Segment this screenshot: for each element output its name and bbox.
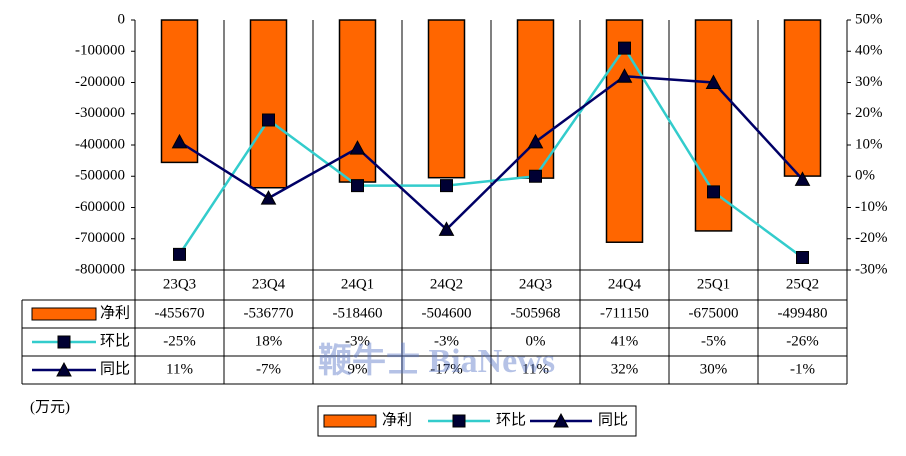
bar <box>783 19 822 177</box>
y-tick-label: -500000 <box>75 168 125 184</box>
unit-label: (万元) <box>30 399 70 415</box>
y2-tick-label: 40% <box>855 43 883 59</box>
table-cell: -504600 <box>422 305 472 321</box>
y-tick-label: -400000 <box>75 136 125 152</box>
table-cell: -5% <box>701 333 726 349</box>
y2-tick-label: 10% <box>855 136 883 152</box>
x-tick-label: 25Q1 <box>697 276 730 292</box>
legend-label: 同比 <box>598 411 628 428</box>
y-tick-label: -300000 <box>75 105 125 121</box>
y2-tick-label: -30% <box>855 261 888 277</box>
table-cell: -25% <box>163 333 196 349</box>
marker <box>796 251 809 264</box>
line <box>178 45 804 259</box>
marker <box>173 247 186 261</box>
marker <box>351 179 364 193</box>
line <box>178 74 804 232</box>
x-tick-label: 24Q2 <box>430 276 463 292</box>
table-cell: -26% <box>786 333 819 349</box>
watermark: 鞭牛士 BiaNews <box>318 342 555 380</box>
x-tick-label: 23Q3 <box>163 276 196 292</box>
table-cell: -455670 <box>155 305 205 321</box>
y-tick-label: -700000 <box>75 230 125 246</box>
table-cell: 32% <box>611 361 639 377</box>
table-key-marker <box>57 335 71 349</box>
table-cell: -499480 <box>778 305 828 321</box>
y-tick-label: -100000 <box>75 43 125 59</box>
marker <box>794 171 811 186</box>
y2-tick-label: -10% <box>855 199 888 215</box>
table-cell: 18% <box>255 333 283 349</box>
y2-tick-label: 20% <box>855 105 883 121</box>
bar <box>427 19 466 179</box>
table-cell: -3% <box>345 333 370 349</box>
marker <box>438 221 455 236</box>
legend-key-marker <box>553 412 569 428</box>
marker <box>618 41 631 55</box>
table-cell: -3% <box>434 333 459 349</box>
marker <box>705 74 722 89</box>
table-key <box>31 307 97 321</box>
y2-tick-label: 50% <box>855 11 883 27</box>
table-row-label: 同比 <box>100 360 130 377</box>
y-tick-label: -600000 <box>75 199 125 215</box>
y-tick-label: -200000 <box>75 74 125 90</box>
marker <box>527 133 544 149</box>
bar <box>249 19 288 189</box>
table-cell: -536770 <box>244 305 294 321</box>
x-tick-label: 24Q4 <box>608 276 642 292</box>
table-cell: 9% <box>348 361 368 377</box>
y2-tick-label: 30% <box>855 74 883 90</box>
table-cell: -7% <box>256 361 281 377</box>
marker <box>707 185 720 199</box>
y2-tick-label: -20% <box>855 230 888 246</box>
table-row-label: 环比 <box>100 332 130 349</box>
bar <box>605 19 644 243</box>
marker <box>171 133 188 149</box>
table-cell: -518460 <box>333 305 383 321</box>
y2-tick-label: 0% <box>855 168 875 184</box>
table-row-label: 净利 <box>100 304 130 321</box>
table-cell: 11% <box>522 361 549 377</box>
table-cell: -505968 <box>511 305 561 321</box>
table-cell: -1% <box>790 361 815 377</box>
marker <box>529 169 542 183</box>
table-key-marker <box>56 361 72 377</box>
legend-label: 净利 <box>382 411 412 428</box>
table-cell: -675000 <box>689 305 739 321</box>
marker <box>440 179 453 193</box>
legend-key <box>323 414 377 428</box>
table-cell: -711150 <box>600 305 649 321</box>
legend-label: 环比 <box>496 411 526 428</box>
marker <box>260 190 277 205</box>
table-cell: 11% <box>166 361 193 377</box>
table-cell: -17% <box>430 361 463 377</box>
y-tick-label: -800000 <box>75 261 125 277</box>
x-tick-label: 24Q1 <box>341 276 374 292</box>
marker <box>616 68 633 83</box>
x-tick-label: 25Q2 <box>786 276 819 292</box>
bar <box>694 19 733 232</box>
bar <box>338 19 377 183</box>
legend-key-marker <box>452 414 466 428</box>
y-tick-label: 0 <box>118 11 126 27</box>
table-cell: 30% <box>700 361 728 377</box>
table-cell: 41% <box>611 333 639 349</box>
table-cell: 0% <box>526 333 546 349</box>
x-tick-label: 24Q3 <box>519 276 552 292</box>
x-tick-label: 23Q4 <box>252 276 286 292</box>
marker <box>262 113 275 127</box>
marker <box>349 140 366 155</box>
